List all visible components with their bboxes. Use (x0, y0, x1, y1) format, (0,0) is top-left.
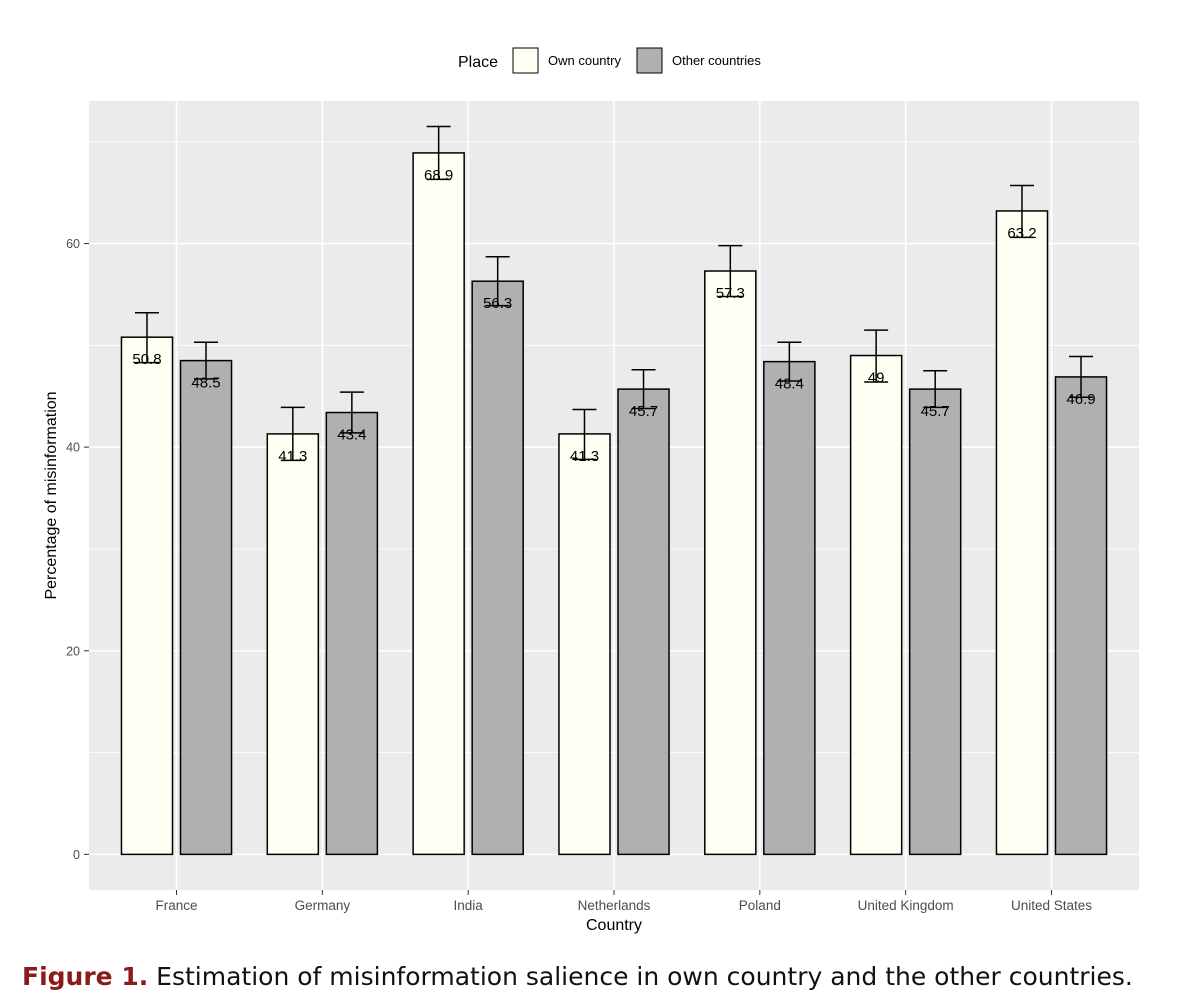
legend-title: Place (458, 54, 498, 71)
figure-label: Figure 1. (22, 962, 149, 991)
data-label: 63.2 (1007, 225, 1036, 242)
bar-poland-other-countries (763, 360, 816, 856)
data-label: 56.3 (483, 295, 512, 312)
bar-poland-own-country (704, 270, 757, 856)
y-tick-label: 60 (66, 237, 80, 251)
bar-france-own-country (120, 336, 174, 856)
bar-netherlands-own-country (558, 433, 611, 856)
legend-key-other-countries (636, 47, 663, 74)
x-axis: France Germany India Netherlands Poland Unite… (155, 890, 1092, 913)
data-label: 68.9 (424, 167, 453, 184)
data-label: 48.4 (775, 376, 804, 393)
figure-caption: Figure 1. Estimation of misinformation s… (22, 962, 1182, 991)
bar-chart: 50.8 48.5 41.3 43.4 68.9 56.3 41.3 45.7 57.3 48.4… (43, 47, 1139, 934)
bar-germany-own-country (266, 433, 320, 856)
y-tick-label: 40 (66, 441, 80, 455)
x-tick-label: Germany (295, 898, 351, 913)
bar-united-states-other-countries (1054, 376, 1108, 856)
data-labels: 50.8 48.5 41.3 43.4 68.9 56.3 41.3 45.7 57.3 48.4… (132, 167, 1095, 465)
data-label: 57.3 (716, 285, 745, 302)
bar-united-kingdom-own-country (849, 354, 903, 856)
data-label: 50.8 (132, 351, 161, 368)
data-label: 45.7 (629, 403, 658, 420)
legend-label-other-countries: Other countries (672, 53, 761, 68)
legend-label-own-country: Own country (548, 53, 621, 68)
data-label: 46.9 (1066, 391, 1095, 408)
y-axis: 0 20 40 60 (66, 237, 89, 862)
x-tick-label: United Kingdom (858, 898, 954, 913)
legend: Place Own country Other countries (458, 47, 761, 74)
data-label: 41.3 (570, 448, 599, 465)
figure-caption-text: Estimation of misinformation salience in… (148, 962, 1133, 991)
x-tick-label: United States (1011, 898, 1092, 913)
x-tick-label: Netherlands (578, 898, 651, 913)
data-label: 41.3 (278, 448, 307, 465)
x-tick-label: India (454, 898, 484, 913)
data-label: 45.7 (921, 403, 950, 420)
x-axis-title: Country (586, 917, 642, 934)
x-tick-label: Poland (739, 898, 781, 913)
legend-key-own-country (512, 47, 539, 74)
bars (120, 152, 1108, 856)
data-label: 43.4 (337, 427, 366, 444)
bar-india-own-country (412, 152, 465, 856)
error-bars (134, 125, 1094, 462)
bar-germany-other-countries (325, 411, 379, 856)
major-gridlines (89, 101, 1139, 890)
y-tick-label: 0 (73, 848, 80, 862)
x-tick-label: France (155, 898, 197, 913)
bar-united-states-own-country (995, 210, 1049, 856)
data-label: 48.5 (191, 375, 220, 392)
bar-netherlands-other-countries (617, 388, 670, 856)
y-axis-title: Percentage of misinformation (43, 391, 60, 599)
bar-india-other-countries (471, 280, 524, 856)
y-tick-label: 20 (66, 644, 80, 658)
bar-united-kingdom-other-countries (908, 388, 962, 856)
data-label: 49 (868, 370, 885, 387)
bar-france-other-countries (179, 359, 233, 856)
